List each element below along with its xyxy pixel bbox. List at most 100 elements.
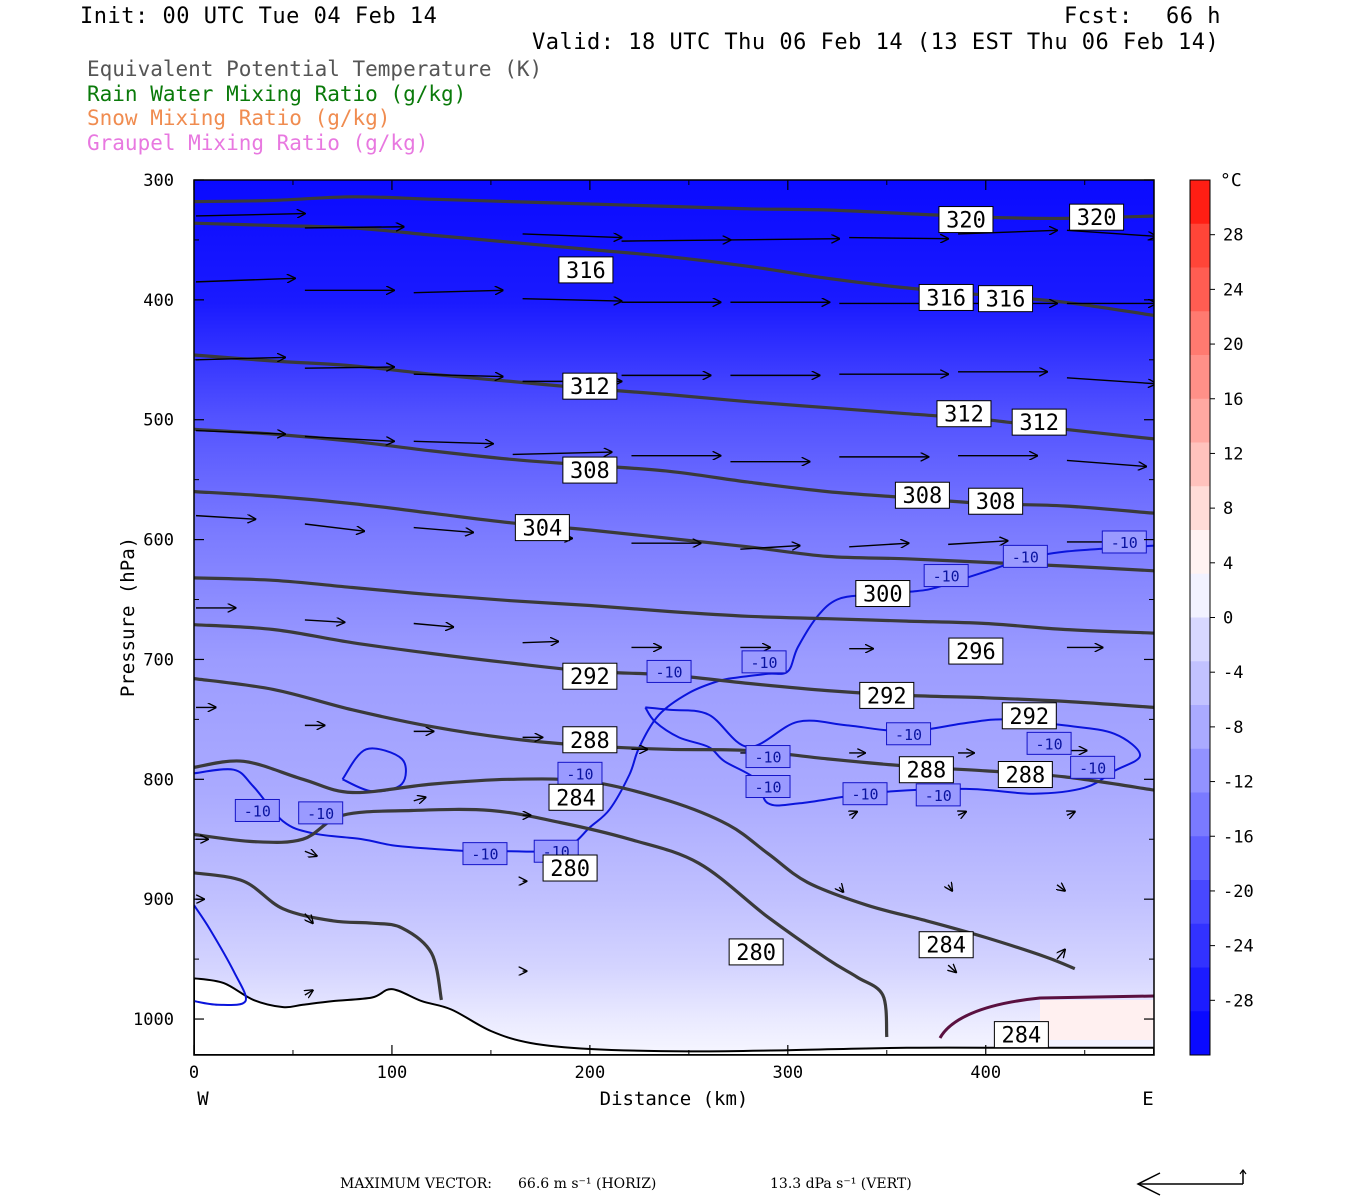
theta-e-contour-label: 292 xyxy=(570,665,610,690)
wind-vector xyxy=(195,214,305,216)
x-tick-label: 300 xyxy=(772,1063,803,1083)
wind-vector xyxy=(849,543,908,547)
theta-e-contour-label: 316 xyxy=(986,288,1026,313)
wind-vector xyxy=(195,278,295,282)
wind-vector xyxy=(839,887,843,892)
colorbar-swatch xyxy=(1190,1011,1210,1056)
max-vector-vertical: 13.3 dPa s⁻¹ (VERT) xyxy=(770,1176,912,1192)
theta-e-label-box xyxy=(898,756,954,784)
colorbar-tick-label: -8 xyxy=(1223,718,1243,738)
theta-e-label-box xyxy=(1001,702,1057,730)
theta-e-contour-label: 312 xyxy=(570,375,610,400)
theta-e-label-box xyxy=(562,662,618,690)
theta-e-label-box xyxy=(855,580,911,608)
theta-e-contour-label: 292 xyxy=(1009,705,1049,730)
temperature-contour-label: -10 xyxy=(307,805,334,823)
x-tick-label: 400 xyxy=(970,1063,1001,1083)
theta-e-label-box xyxy=(859,681,915,709)
temperature-label-box xyxy=(1070,755,1116,779)
x-axis: 0 100 200 300 400 xyxy=(189,180,1086,1083)
temperature-label-box xyxy=(298,801,344,825)
warm-surface-patch xyxy=(1040,1000,1154,1040)
temperature-contour-label: -10 xyxy=(1036,735,1063,753)
temperature-label-box xyxy=(886,722,932,746)
theta-e-label-box xyxy=(993,1021,1049,1049)
warm-surface-contour xyxy=(938,994,1154,1039)
theta-e-label-box xyxy=(1011,408,1067,436)
theta-e-contour-line xyxy=(194,759,1076,971)
colorbar-swatch xyxy=(1190,180,1210,225)
wind-vector xyxy=(522,641,559,642)
x-tick-label: 200 xyxy=(575,1063,606,1083)
theta-e-contour-label: 296 xyxy=(956,640,996,665)
y-tick-label: 700 xyxy=(143,650,174,670)
temperature-contour-label: -10 xyxy=(656,663,683,681)
legend-theta-e: Equivalent Potential Temperature (K) xyxy=(87,57,543,81)
colorbar-swatch xyxy=(1190,442,1210,487)
y-tick-label: 1000 xyxy=(133,1010,174,1030)
colorbar-tick-label: 4 xyxy=(1223,554,1233,574)
theta-e-contour-label: 316 xyxy=(926,286,966,311)
colorbar-tick-label: 8 xyxy=(1223,499,1233,519)
theta-e-contour-label: 308 xyxy=(903,484,943,509)
wind-vector xyxy=(740,546,799,550)
theta-e-label-box xyxy=(514,514,570,542)
colorbar-swatch xyxy=(1190,705,1210,750)
wind-vector xyxy=(1066,229,1154,236)
colorbar-swatch xyxy=(1190,661,1210,706)
wind-vector xyxy=(304,851,317,856)
y-axis-label: Pressure (hPa) xyxy=(117,537,139,697)
colorbar-swatch xyxy=(1190,355,1210,400)
colorbar-swatch xyxy=(1190,573,1210,618)
theta-e-label-box xyxy=(938,206,994,234)
colorbar-unit: °C xyxy=(1220,170,1242,191)
colorbar-tick-label: 12 xyxy=(1223,444,1243,464)
wind-vector xyxy=(195,357,285,359)
temperature-contour-label: -10 xyxy=(754,749,781,767)
wind-vector xyxy=(195,431,285,435)
temperature-label-box xyxy=(462,842,508,866)
temperature-contour-labels: -10 -10-10 -10-10-10-10-10-10-10-10 -10 -10-… xyxy=(234,530,1147,866)
colorbar-swatch xyxy=(1190,748,1210,793)
theta-e-label-box xyxy=(978,285,1034,313)
x-axis-east-label: E xyxy=(1142,1088,1153,1110)
wind-vector xyxy=(958,230,1057,234)
wind-vector xyxy=(304,435,394,442)
colorbar-swatch xyxy=(1190,967,1210,1012)
y-tick-label: 400 xyxy=(143,291,174,311)
forecast-hour: 66 h xyxy=(1166,4,1221,29)
max-vector-label: MAXIMUM VECTOR: xyxy=(340,1176,492,1192)
wind-vector xyxy=(1057,885,1065,891)
temperature-contour-label: -10 xyxy=(751,654,778,672)
colorbar-swatch xyxy=(1190,836,1210,881)
wind-vector xyxy=(305,913,313,924)
theta-e-contour-line xyxy=(194,871,443,1001)
colorbar-tick-label: -12 xyxy=(1223,773,1254,793)
wind-vector xyxy=(1066,377,1154,384)
theta-e-contour-label: 284 xyxy=(1002,1024,1042,1049)
max-vector-arrow-icon xyxy=(1136,1169,1247,1196)
temperature-label-box xyxy=(923,564,969,588)
temperature-contour-label: -10 xyxy=(851,786,878,804)
y-tick-label: 300 xyxy=(143,171,174,191)
theta-e-contour-line xyxy=(194,677,1154,792)
theta-e-contour-label: 284 xyxy=(926,934,966,959)
colorbar-tick-label: 24 xyxy=(1223,280,1243,300)
theta-e-contour-label: 292 xyxy=(867,684,907,709)
wind-vector xyxy=(522,234,622,238)
temperature-contour-label: -10 xyxy=(1012,548,1039,566)
wind-vector xyxy=(621,240,731,241)
temperature-label-box xyxy=(745,775,791,799)
temperature-contour-line xyxy=(194,544,1154,853)
colorbar-tick-label: -20 xyxy=(1223,882,1254,902)
wind-vector xyxy=(512,452,612,454)
theta-e-label-box xyxy=(918,931,974,959)
legend-rain-water: Rain Water Mixing Ratio (g/kg) xyxy=(87,82,467,106)
colorbar-tick-label: -4 xyxy=(1223,663,1243,683)
colorbar: 28 24 20 16 12 8 4 0 -4 -8 -12 -16 -20 -24 -28 xyxy=(1189,179,1254,1056)
theta-e-contour-label: 320 xyxy=(946,209,986,234)
colorbar-tick-label: -24 xyxy=(1223,937,1254,957)
forecast-label: Fcst: xyxy=(1064,4,1133,29)
wind-vector xyxy=(522,299,622,301)
